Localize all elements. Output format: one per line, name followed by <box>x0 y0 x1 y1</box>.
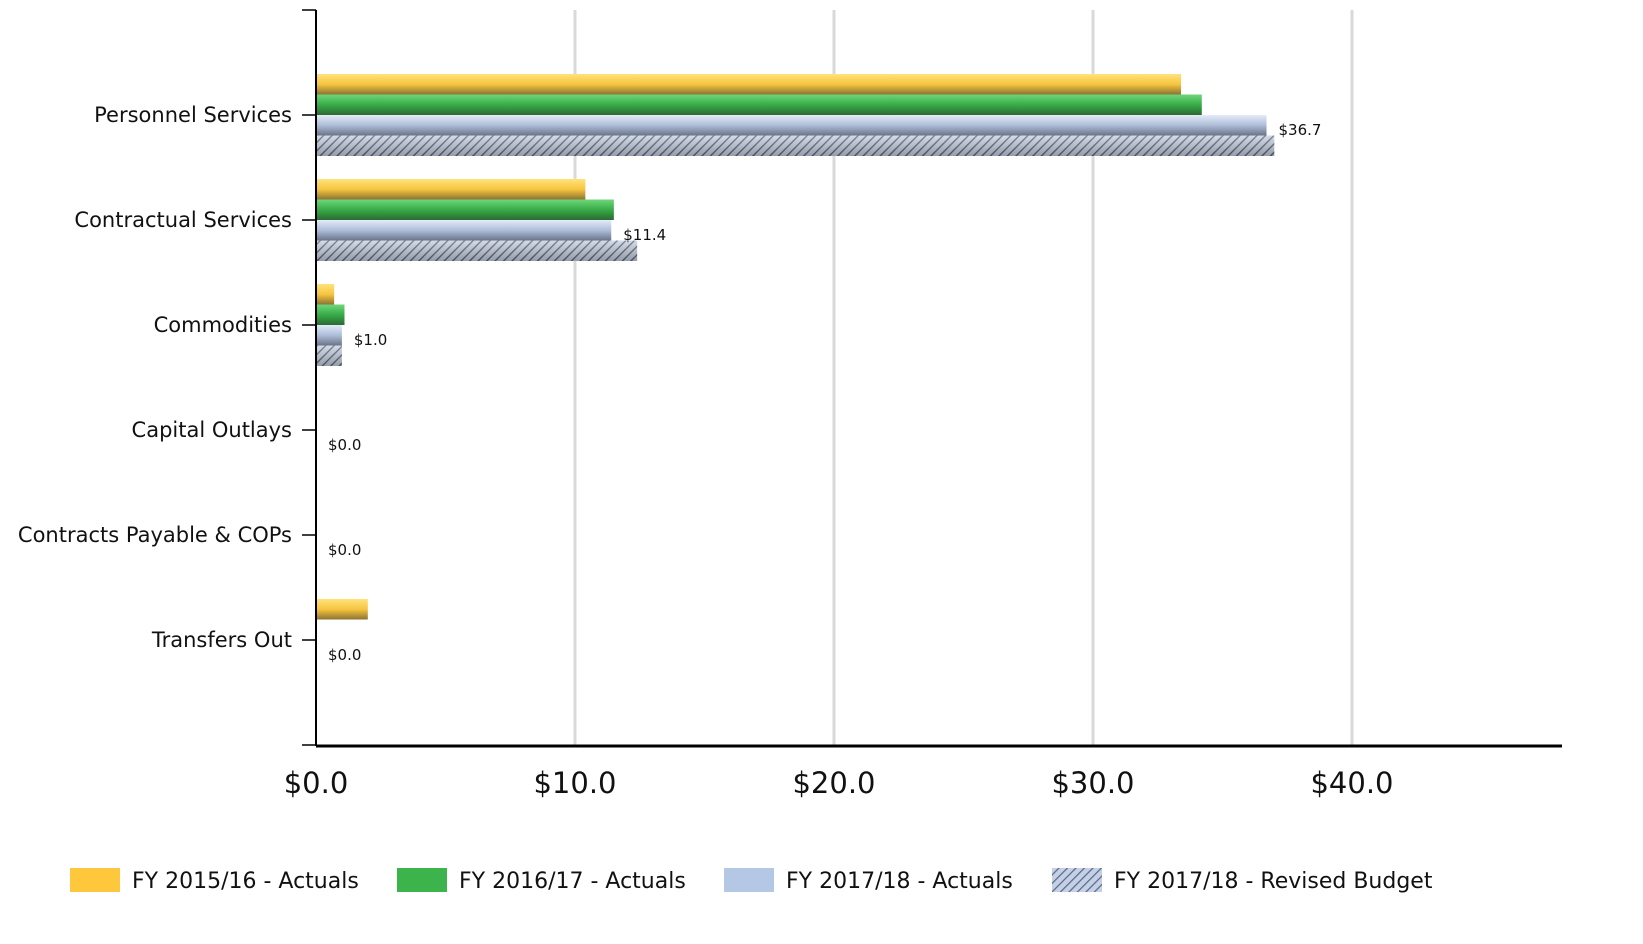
x-tick-label: $40.0 <box>1310 766 1393 800</box>
data-label: $0.0 <box>328 541 361 559</box>
bar-fy-2015-16-actuals-0 <box>316 74 1182 95</box>
bar-shade <box>316 345 342 366</box>
category-label: Contracts Payable & COPs <box>18 523 292 547</box>
legend-swatch <box>70 868 120 892</box>
category-label: Personnel Services <box>94 103 292 127</box>
legend-swatch <box>1052 868 1102 892</box>
category-label: Contractual Services <box>74 208 292 232</box>
bar-fy-2016-17-actuals-2 <box>316 304 345 325</box>
bar-fy-2015-16-actuals-1 <box>316 179 586 200</box>
bar-shade <box>316 135 1275 156</box>
legend-label: FY 2017/18 - Actuals <box>786 869 1013 894</box>
legend-swatch <box>724 868 774 892</box>
bar-fy-2016-17-actuals-0 <box>316 94 1202 115</box>
category-label: Capital Outlays <box>132 418 292 442</box>
legend-swatch <box>397 868 447 892</box>
category-ticks <box>302 9 316 746</box>
x-tick-labels: $0.0 $10.0 $20.0 $30.0 $40.0 <box>284 766 1394 800</box>
data-labels: $36.7 $11.4 $1.0 $0.0 $0.0 $0.0 <box>328 121 1321 664</box>
bar-fy-2016-17-actuals-1 <box>316 199 614 220</box>
legend-label: FY 2015/16 - Actuals <box>132 869 359 894</box>
category-label: Commodities <box>154 313 292 337</box>
x-tick-label: $10.0 <box>533 766 616 800</box>
axes <box>315 10 1562 748</box>
x-tick-label: $30.0 <box>1051 766 1134 800</box>
legend: FY 2015/16 - Actuals FY 2016/17 - Actuals… <box>70 868 1433 894</box>
legend-label: FY 2016/17 - Actuals <box>459 869 686 894</box>
x-tick-label: $0.0 <box>284 766 349 800</box>
bar-fy-2017-18-actuals-1 <box>316 220 612 241</box>
bar-fy-2017-18-actuals-0 <box>316 115 1267 136</box>
category-labels: Personnel Services Contractual Services Co… <box>18 103 292 652</box>
data-label: $0.0 <box>328 436 361 454</box>
legend-label: FY 2017/18 - Revised Budget <box>1114 869 1433 894</box>
x-tick-label: $20.0 <box>792 766 875 800</box>
category-label: Transfers Out <box>151 628 292 652</box>
bar-shade <box>316 240 638 261</box>
bar-fy-2015-16-actuals-5 <box>316 599 368 620</box>
data-label: $11.4 <box>623 226 666 244</box>
data-label: $0.0 <box>328 646 361 664</box>
bar-fy-2015-16-actuals-2 <box>316 284 335 305</box>
data-label: $1.0 <box>354 331 387 349</box>
data-label: $36.7 <box>1279 121 1322 139</box>
bar-fy-2017-18-actuals-2 <box>316 325 342 346</box>
bars <box>316 74 1275 620</box>
